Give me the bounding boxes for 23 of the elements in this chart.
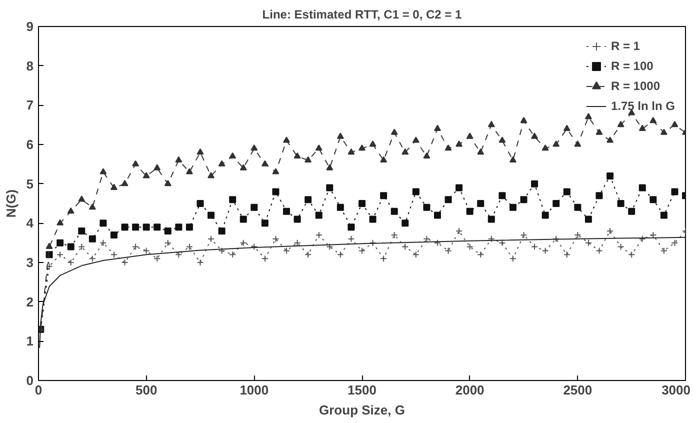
chart-title: Line: Estimated RTT, C1 = 0, C2 = 1 <box>262 8 462 22</box>
y-tick-label: 1 <box>26 334 34 349</box>
y-tick-label: 0 <box>26 373 34 388</box>
y-tick-label: 3 <box>26 255 34 270</box>
legend-label: R = 1000 <box>610 79 660 93</box>
y-tick-label: 7 <box>26 98 34 113</box>
y-tick-label: 6 <box>26 137 34 152</box>
x-tick-label: 2500 <box>563 382 592 398</box>
x-axis-title: Group Size, G <box>319 402 405 418</box>
x-tick-label: 1000 <box>240 382 269 398</box>
y-axis-title: N(G) <box>3 189 18 218</box>
y-tick-label: 9 <box>26 19 34 34</box>
x-tick-label: 3000 <box>662 382 690 398</box>
legend-label: R = 1 <box>610 39 640 53</box>
y-tick-label: 2 <box>26 294 34 310</box>
y-tick-label: 5 <box>26 176 34 192</box>
y-tick-label: 8 <box>26 58 34 74</box>
y-tick-label: 4 <box>26 216 34 231</box>
x-tick-label: 500 <box>135 382 158 398</box>
x-tick-label: 2000 <box>455 382 484 398</box>
x-tick-label: 1500 <box>348 382 376 398</box>
legend-label: R = 100 <box>610 59 654 73</box>
legend-label: 1.75 ln ln G <box>610 99 675 113</box>
